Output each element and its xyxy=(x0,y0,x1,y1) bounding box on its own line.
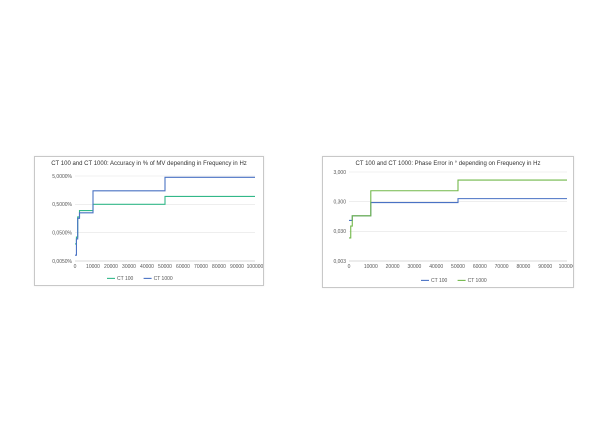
accuracy-legend-label: CT 1000 xyxy=(154,276,173,282)
phase-x-tick-label: 0 xyxy=(348,264,351,270)
phase-x-tick-label: 40000 xyxy=(429,264,443,270)
phase-x-tick-label: 80000 xyxy=(516,264,530,270)
phase-x-tick-label: 50000 xyxy=(451,264,465,270)
accuracy-x-tick-label: 0 xyxy=(74,264,77,270)
phase-x-tick-label: 100000 xyxy=(559,264,573,270)
phase-chart-title: CT 100 and CT 1000: Phase Error in ° dep… xyxy=(356,161,541,167)
phase-x-tick-label: 20000 xyxy=(386,264,400,270)
accuracy-x-tick-label: 90000 xyxy=(230,264,244,270)
accuracy-x-tick-label: 10000 xyxy=(86,264,100,270)
phase-x-tick-label: 70000 xyxy=(495,264,509,270)
accuracy-x-tick-label: 100000 xyxy=(247,264,263,270)
phase-legend-label: CT 1000 xyxy=(468,278,487,284)
phase-y-tick-label: 0,003 xyxy=(333,259,346,265)
accuracy-x-tick-label: 60000 xyxy=(176,264,190,270)
accuracy-x-tick-label: 70000 xyxy=(194,264,208,270)
accuracy-series-line-2 xyxy=(75,176,255,256)
accuracy-x-tick-label: 20000 xyxy=(104,264,118,270)
accuracy-y-tick-label: 0,0500% xyxy=(52,230,72,236)
accuracy-x-tick-label: 50000 xyxy=(158,264,172,270)
phase-error-chart: CT 100 and CT 1000: Phase Error in ° dep… xyxy=(333,161,573,284)
accuracy-chart-title: CT 100 and CT 1000: Accuracy in % of MV … xyxy=(51,161,247,167)
phase-x-tick-label: 10000 xyxy=(364,264,378,270)
accuracy-y-tick-label: 5,0000% xyxy=(52,174,72,180)
phase-y-tick-label: 0,300 xyxy=(333,199,346,205)
accuracy-x-tick-label: 80000 xyxy=(212,264,226,270)
phase-series-line-2 xyxy=(349,179,567,239)
accuracy-x-tick-label: 30000 xyxy=(122,264,136,270)
accuracy-legend-label: CT 100 xyxy=(117,276,134,282)
phase-y-tick-label: 0,030 xyxy=(333,229,346,235)
phase-x-tick-label: 90000 xyxy=(538,264,552,270)
phase-legend-label: CT 100 xyxy=(431,278,448,284)
phase-x-tick-label: 30000 xyxy=(407,264,421,270)
accuracy-y-tick-label: 0,0050% xyxy=(52,259,72,265)
accuracy-x-tick-label: 40000 xyxy=(140,264,154,270)
phase-x-tick-label: 60000 xyxy=(473,264,487,270)
accuracy-series-line-1 xyxy=(75,195,255,245)
accuracy-chart: CT 100 and CT 1000: Accuracy in % of MV … xyxy=(51,161,263,282)
accuracy-y-tick-label: 0,5000% xyxy=(52,202,72,208)
phase-y-tick-label: 3,000 xyxy=(333,170,346,176)
chart-panel-phase-error: CT 100 and CT 1000: Phase Error in ° dep… xyxy=(322,156,574,288)
chart-panel-accuracy: CT 100 and CT 1000: Accuracy in % of MV … xyxy=(34,156,264,286)
